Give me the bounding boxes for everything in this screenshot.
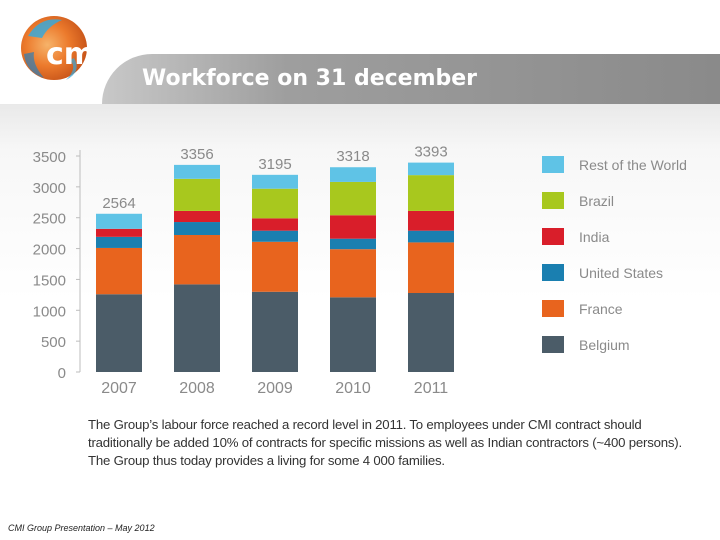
- legend-swatch: [542, 192, 564, 209]
- bar-total-label: 2564: [102, 195, 135, 212]
- legend-swatch: [542, 300, 564, 317]
- bar-segment: [408, 162, 454, 176]
- bar-segment: [252, 188, 298, 219]
- x-tick-label: 2009: [257, 380, 293, 397]
- bar-segment: [96, 247, 142, 295]
- y-tick-label: 3500: [33, 149, 66, 166]
- note-line-1: The Group’s labour force reached a recor…: [88, 417, 642, 432]
- bar-segment: [174, 284, 220, 372]
- bar-segment: [252, 230, 298, 242]
- legend-label: Rest of the World: [579, 157, 687, 173]
- bar-segment: [330, 297, 376, 372]
- note-line-3: The Group thus today provides a living f…: [88, 453, 445, 468]
- y-tick-label: 0: [58, 365, 66, 382]
- footer-text: CMI Group Presentation – May 2012: [8, 523, 155, 533]
- y-tick-label: 1000: [33, 303, 66, 320]
- logo-text: cmi: [46, 37, 98, 72]
- legend-label: United States: [579, 265, 663, 281]
- bar-segment: [330, 249, 376, 298]
- bar-segment: [408, 175, 454, 211]
- y-tick-label: 2500: [33, 211, 66, 228]
- legend-label: Brazil: [579, 193, 614, 209]
- bar-total-label: 3195: [258, 156, 291, 173]
- bar-segment: [330, 167, 376, 182]
- bar-segment: [252, 241, 298, 292]
- bar-segment: [408, 293, 454, 372]
- legend-label: France: [579, 301, 623, 317]
- bar-total-label: 3356: [180, 146, 213, 163]
- bar-segment: [330, 238, 376, 250]
- y-tick-label: 1500: [33, 272, 66, 289]
- note-line-2: traditionally be added 10% of contracts …: [88, 435, 682, 450]
- bar-segment: [252, 291, 298, 372]
- bar-segment: [408, 210, 454, 231]
- bar-total-label: 3393: [414, 144, 447, 161]
- y-tick-label: 3000: [33, 180, 66, 197]
- bar-segment: [330, 215, 376, 239]
- bar-segment: [96, 213, 142, 229]
- y-tick-label: 2000: [33, 242, 66, 259]
- title-band: [102, 54, 720, 104]
- bar-segment: [96, 236, 142, 248]
- legend-label: India: [579, 229, 610, 245]
- bar-segment: [174, 222, 220, 235]
- legend-swatch: [542, 264, 564, 281]
- bar-segment: [174, 164, 220, 179]
- note-text: The Group’s labour force reached a recor…: [88, 416, 688, 470]
- bar-segment: [330, 181, 376, 216]
- y-tick-label: 500: [41, 334, 66, 351]
- bar-segment: [174, 234, 220, 285]
- slide-title: Workforce on 31 december: [142, 66, 478, 91]
- legend-label: Belgium: [579, 337, 630, 353]
- bar-segment: [174, 178, 220, 211]
- bar-segment: [408, 230, 454, 243]
- legend-swatch: [542, 156, 564, 173]
- legend-swatch: [542, 228, 564, 245]
- bar-segment: [96, 228, 142, 237]
- bar-segment: [252, 218, 298, 231]
- cmi-logo: cmi: [21, 16, 98, 80]
- x-tick-label: 2011: [414, 380, 449, 397]
- bar-total-label: 3318: [336, 148, 369, 165]
- legend-swatch: [542, 336, 564, 353]
- bar-segment: [252, 174, 298, 189]
- bar-segment: [174, 210, 220, 223]
- x-tick-label: 2008: [179, 380, 215, 397]
- x-tick-label: 2010: [335, 380, 371, 397]
- bar-segment: [408, 242, 454, 294]
- x-tick-label: 2007: [101, 380, 137, 397]
- bar-segment: [96, 294, 142, 372]
